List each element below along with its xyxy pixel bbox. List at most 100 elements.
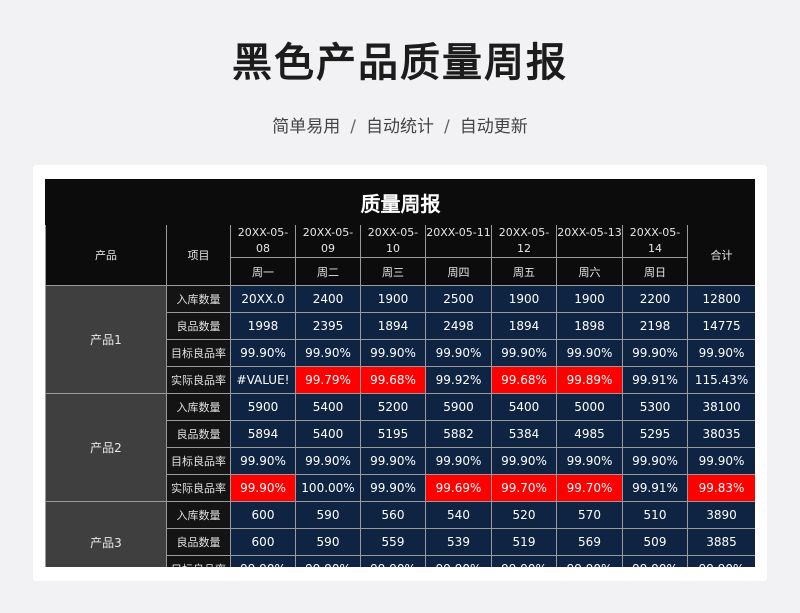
- value-cell[interactable]: 99.90%: [425, 447, 492, 475]
- total-cell[interactable]: 99.90%: [686, 447, 755, 475]
- value-cell[interactable]: 2400: [295, 285, 361, 313]
- value-cell[interactable]: 569: [556, 528, 623, 556]
- metric-label-cell[interactable]: 目标良品率: [166, 555, 231, 567]
- value-cell[interactable]: 99.90%: [360, 339, 426, 367]
- value-cell[interactable]: 5195: [360, 420, 426, 448]
- value-cell[interactable]: 99.89%: [556, 366, 623, 394]
- value-cell[interactable]: 520: [491, 501, 557, 529]
- value-cell[interactable]: 1894: [360, 312, 426, 340]
- value-cell[interactable]: 99.90%: [425, 555, 492, 567]
- value-cell[interactable]: 1894: [491, 312, 557, 340]
- value-cell[interactable]: 99.90%: [491, 447, 557, 475]
- total-cell[interactable]: 99.90%: [686, 555, 755, 567]
- value-cell[interactable]: 99.90%: [295, 555, 361, 567]
- metric-label-cell[interactable]: 实际良品率: [166, 474, 231, 502]
- metric-label-cell[interactable]: 入库数量: [166, 285, 231, 313]
- value-cell[interactable]: 5400: [295, 420, 361, 448]
- total-cell[interactable]: 38100: [686, 393, 755, 421]
- value-cell[interactable]: 560: [360, 501, 426, 529]
- value-cell[interactable]: 5400: [295, 393, 361, 421]
- value-cell[interactable]: 559: [360, 528, 426, 556]
- value-cell[interactable]: 2500: [425, 285, 492, 313]
- value-cell[interactable]: 99.68%: [491, 366, 557, 394]
- value-cell[interactable]: 99.69%: [425, 474, 492, 502]
- value-cell[interactable]: 99.90%: [556, 555, 623, 567]
- value-cell[interactable]: 99.90%: [295, 447, 361, 475]
- value-cell[interactable]: 5200: [360, 393, 426, 421]
- value-cell[interactable]: 99.90%: [230, 447, 296, 475]
- value-cell[interactable]: 570: [556, 501, 623, 529]
- value-cell[interactable]: 1898: [556, 312, 623, 340]
- value-cell[interactable]: 99.90%: [360, 474, 426, 502]
- total-cell[interactable]: 3885: [686, 528, 755, 556]
- value-cell[interactable]: 100.00%: [295, 474, 361, 502]
- value-cell[interactable]: 600: [230, 528, 296, 556]
- value-cell[interactable]: 5400: [491, 393, 557, 421]
- total-cell[interactable]: 115.43%: [686, 366, 755, 394]
- total-cell[interactable]: 14775: [686, 312, 755, 340]
- value-cell[interactable]: 99.91%: [622, 474, 688, 502]
- value-cell[interactable]: 590: [295, 528, 361, 556]
- total-cell[interactable]: 38035: [686, 420, 755, 448]
- value-cell[interactable]: #VALUE!: [230, 366, 296, 394]
- value-cell[interactable]: 99.70%: [491, 474, 557, 502]
- value-cell[interactable]: 99.79%: [295, 366, 361, 394]
- metric-label-cell[interactable]: 良品数量: [166, 420, 231, 448]
- value-cell[interactable]: 99.90%: [556, 447, 623, 475]
- total-cell[interactable]: 12800: [686, 285, 755, 313]
- metric-label-cell[interactable]: 目标良品率: [166, 447, 231, 475]
- value-cell[interactable]: 99.90%: [230, 474, 296, 502]
- value-cell[interactable]: 1900: [491, 285, 557, 313]
- value-cell[interactable]: 5900: [425, 393, 492, 421]
- value-cell[interactable]: 99.90%: [230, 555, 296, 567]
- value-cell[interactable]: 600: [230, 501, 296, 529]
- value-cell[interactable]: 5384: [491, 420, 557, 448]
- value-cell[interactable]: 99.90%: [622, 339, 688, 367]
- value-cell[interactable]: 99.68%: [360, 366, 426, 394]
- value-cell[interactable]: 99.90%: [556, 339, 623, 367]
- value-cell[interactable]: 99.90%: [491, 339, 557, 367]
- value-cell[interactable]: 540: [425, 501, 492, 529]
- value-cell[interactable]: 99.90%: [622, 447, 688, 475]
- value-cell[interactable]: 4985: [556, 420, 623, 448]
- product-name-cell[interactable]: 产品1: [45, 285, 167, 394]
- value-cell[interactable]: 590: [295, 501, 361, 529]
- value-cell[interactable]: 509: [622, 528, 688, 556]
- metric-label-cell[interactable]: 入库数量: [166, 393, 231, 421]
- value-cell[interactable]: 99.90%: [491, 555, 557, 567]
- value-cell[interactable]: 1998: [230, 312, 296, 340]
- value-cell[interactable]: 99.90%: [622, 555, 688, 567]
- value-cell[interactable]: 99.90%: [360, 447, 426, 475]
- value-cell[interactable]: 99.70%: [556, 474, 623, 502]
- value-cell[interactable]: 5882: [425, 420, 492, 448]
- value-cell[interactable]: 2498: [425, 312, 492, 340]
- metric-label-cell[interactable]: 目标良品率: [166, 339, 231, 367]
- value-cell[interactable]: 5295: [622, 420, 688, 448]
- total-cell[interactable]: 3890: [686, 501, 755, 529]
- value-cell[interactable]: 99.90%: [425, 339, 492, 367]
- value-cell[interactable]: 510: [622, 501, 688, 529]
- value-cell[interactable]: 99.90%: [230, 339, 296, 367]
- metric-label-cell[interactable]: 良品数量: [166, 528, 231, 556]
- value-cell[interactable]: 2395: [295, 312, 361, 340]
- value-cell[interactable]: 1900: [360, 285, 426, 313]
- value-cell[interactable]: 2200: [622, 285, 688, 313]
- value-cell[interactable]: 1900: [556, 285, 623, 313]
- value-cell[interactable]: 5000: [556, 393, 623, 421]
- value-cell[interactable]: 99.92%: [425, 366, 492, 394]
- value-cell[interactable]: 5900: [230, 393, 296, 421]
- value-cell[interactable]: 99.91%: [622, 366, 688, 394]
- product-name-cell[interactable]: 产品2: [45, 393, 167, 502]
- value-cell[interactable]: 519: [491, 528, 557, 556]
- metric-label-cell[interactable]: 入库数量: [166, 501, 231, 529]
- value-cell[interactable]: 539: [425, 528, 492, 556]
- value-cell[interactable]: 5894: [230, 420, 296, 448]
- total-cell[interactable]: 99.90%: [686, 339, 755, 367]
- total-cell[interactable]: 99.83%: [686, 474, 755, 502]
- metric-label-cell[interactable]: 实际良品率: [166, 366, 231, 394]
- value-cell[interactable]: 5300: [622, 393, 688, 421]
- value-cell[interactable]: 99.90%: [360, 555, 426, 567]
- value-cell[interactable]: 99.90%: [295, 339, 361, 367]
- value-cell[interactable]: 20XX.0: [230, 285, 296, 313]
- metric-label-cell[interactable]: 良品数量: [166, 312, 231, 340]
